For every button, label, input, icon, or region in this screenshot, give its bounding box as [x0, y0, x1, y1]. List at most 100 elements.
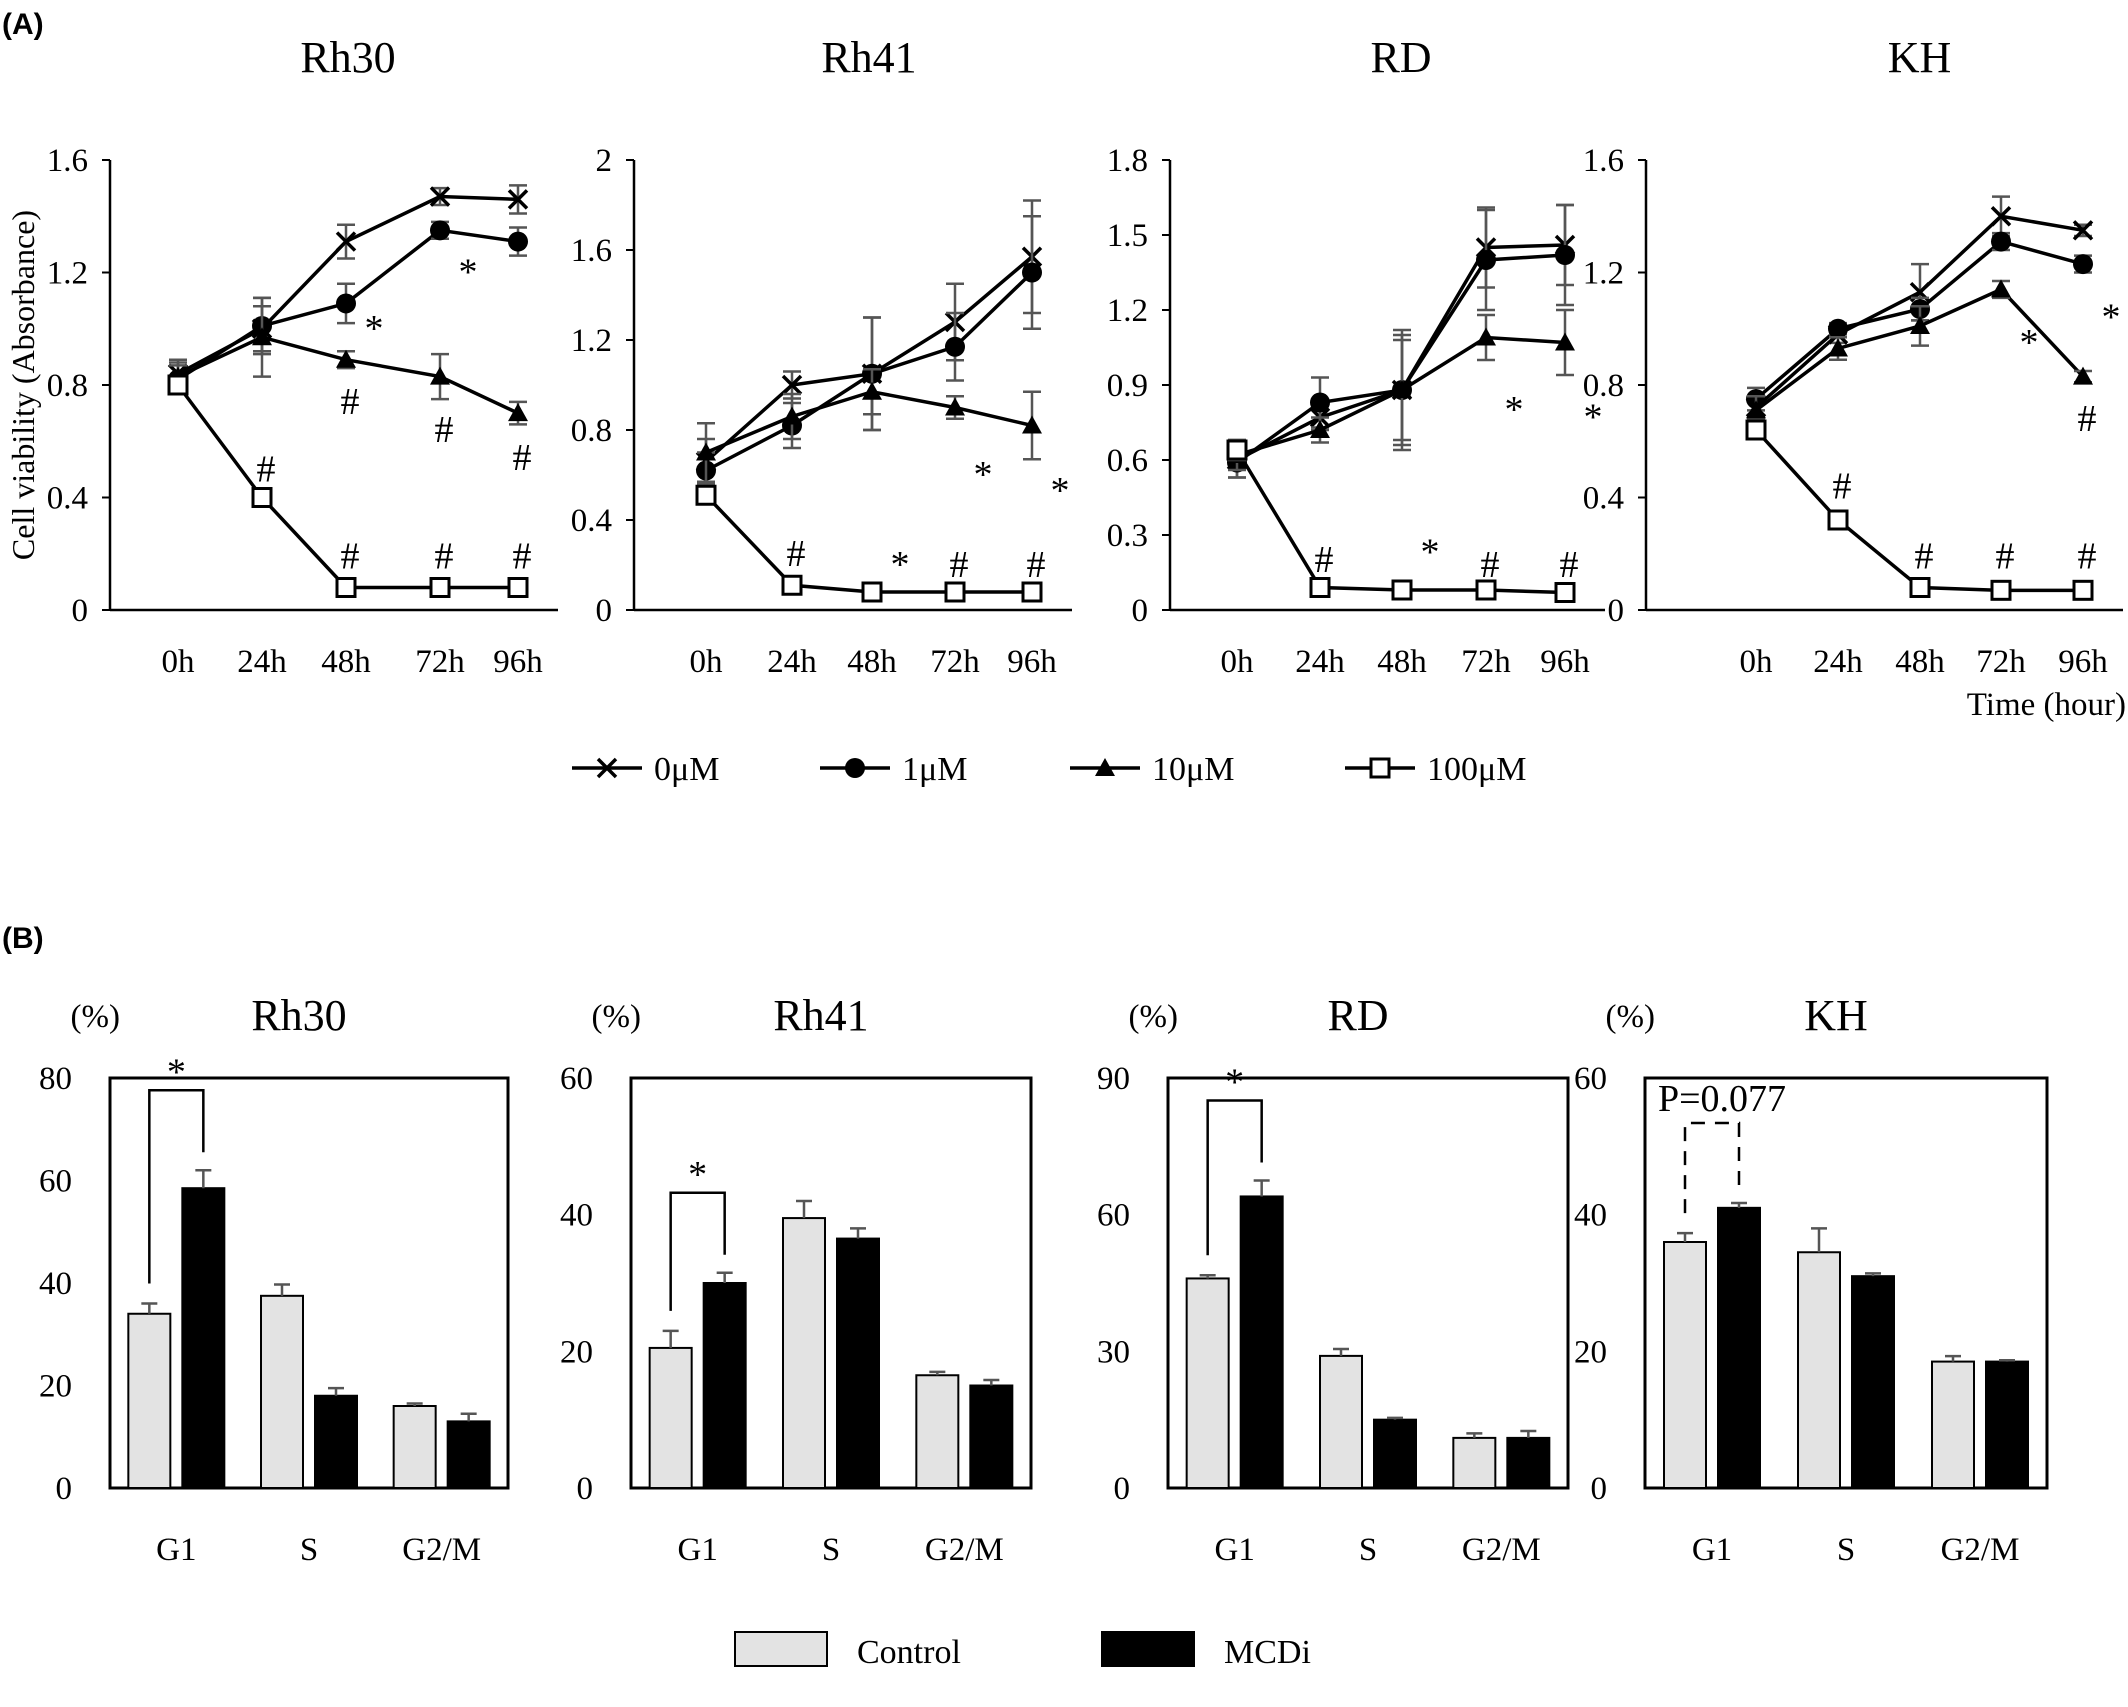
- data-point: [335, 577, 357, 598]
- error-bar: [328, 1386, 344, 1396]
- x-tick-label: 0h: [1221, 644, 1255, 680]
- y-tick-label: 40: [560, 1198, 593, 1234]
- data-point: [507, 577, 529, 598]
- y-tick-label: 1.2: [1583, 256, 1624, 292]
- significance-annotation: #: [341, 381, 360, 423]
- error-bar: [1520, 1429, 1537, 1438]
- y-tick-label: 0.9: [1107, 368, 1148, 404]
- error-bar: [983, 1378, 1000, 1386]
- significance-annotation: #: [1833, 465, 1852, 507]
- series-line: [1235, 449, 1566, 595]
- panel-a-xlabel: Time (hour): [1967, 687, 2126, 723]
- bar-control: [1931, 1360, 1975, 1490]
- chart-title: Rh41: [773, 991, 868, 1040]
- data-point: [1991, 279, 2011, 298]
- y-tick-label: 1.8: [1107, 143, 1148, 179]
- bar-mcdi: [446, 1420, 491, 1489]
- x-tick-label: 48h: [1377, 644, 1427, 680]
- bar-mcdi: [1851, 1275, 1895, 1489]
- bar-mcdi: [181, 1187, 226, 1489]
- y-tick-label: 0: [1114, 1471, 1131, 1507]
- y-tick-label: 60: [1097, 1198, 1130, 1234]
- bar-control: [260, 1294, 304, 1489]
- x-tick-label: G2/M: [1941, 1532, 2020, 1568]
- legend-label: 100μM: [1427, 751, 1526, 788]
- x-tick-label: 48h: [321, 644, 371, 680]
- significance-annotation: #: [1996, 536, 2015, 578]
- data-point: [429, 577, 451, 598]
- y-tick-label: 0.4: [1583, 481, 1624, 517]
- bar-control: [1452, 1436, 1497, 1490]
- significance-annotation: #: [435, 409, 454, 451]
- plot-frame: [1166, 1076, 1570, 1490]
- y-tick-label: 2: [596, 143, 613, 179]
- y-tick-label: 0.4: [47, 481, 88, 517]
- data-point: [252, 327, 272, 346]
- bar-mcdi: [836, 1237, 880, 1490]
- data-point: [1745, 419, 1767, 441]
- significance-bracket: [1206, 1099, 1263, 1256]
- series-10μM: [168, 296, 528, 426]
- y-tick-label: 0: [1132, 593, 1149, 629]
- x-tick-label: 96h: [2058, 644, 2108, 680]
- data-point: [862, 381, 882, 400]
- y-tick-label: 0: [1591, 1471, 1608, 1507]
- error-bar: [1731, 1201, 1747, 1208]
- y-tick-label: 1.6: [571, 233, 612, 269]
- x-tick-label: 96h: [1540, 644, 1590, 680]
- data-point: [1990, 206, 2012, 227]
- bar-control: [1185, 1277, 1230, 1490]
- data-point: [1554, 582, 1576, 603]
- data-point: [2073, 254, 2093, 275]
- panel-a-ylabel: Cell viability (Absorbance): [5, 210, 41, 560]
- data-point: [1022, 415, 1042, 434]
- x-tick-label: G1: [1692, 1532, 1732, 1568]
- bar-mcdi: [1373, 1418, 1417, 1489]
- data-point: [508, 231, 528, 252]
- error-bar: [796, 1199, 812, 1219]
- significance-annotation: *: [459, 252, 478, 294]
- data-point: [1476, 327, 1496, 346]
- bar-mcdi: [1985, 1360, 2029, 1490]
- data-point: [167, 374, 189, 396]
- bar-control: [782, 1217, 826, 1490]
- chart-title: Rh30: [251, 991, 346, 1040]
- error-bar: [1253, 1179, 1270, 1197]
- y-tick-label: 60: [1574, 1061, 1607, 1097]
- y-tick-label: 60: [39, 1164, 72, 1200]
- data-point: [336, 293, 356, 314]
- significance-annotation: #: [2078, 398, 2097, 440]
- legend-treatment: Control MCDi: [734, 1631, 1311, 1671]
- error-bar: [662, 1329, 679, 1348]
- x-tick-label: 72h: [415, 644, 465, 680]
- chart-title: Rh30: [300, 33, 395, 82]
- data-point: [430, 220, 450, 241]
- x-tick-label: S: [1837, 1532, 1855, 1568]
- y-tick-label: 40: [39, 1266, 72, 1302]
- x-tick-label: 96h: [493, 644, 543, 680]
- y-tick-label: 0.8: [571, 413, 612, 449]
- error-bar: [929, 1370, 946, 1376]
- x-tick-label: S: [1359, 1532, 1377, 1568]
- legend-label: 0μM: [654, 751, 719, 788]
- legend-label: 10μM: [1152, 751, 1234, 788]
- y-tick-label: 0.6: [1107, 443, 1148, 479]
- y-tick-label: 1.6: [1583, 143, 1624, 179]
- significance-annotation: #: [1481, 544, 1500, 586]
- error-bar: [1333, 1347, 1349, 1356]
- bar-mcdi: [702, 1282, 747, 1489]
- y-tick-label: 1.2: [47, 256, 88, 292]
- series-1μM: [696, 215, 1042, 490]
- significance-label: *: [688, 1154, 707, 1196]
- significance-annotation: #: [1315, 539, 1334, 581]
- significance-bracket: [148, 1089, 205, 1284]
- data-point: [696, 442, 716, 461]
- data-point: [861, 581, 883, 603]
- y-tick-label: 1.6: [47, 143, 88, 179]
- y-tick-label: 0: [596, 593, 613, 629]
- x-tick-label: S: [822, 1532, 840, 1568]
- significance-annotation: *: [1584, 397, 1603, 439]
